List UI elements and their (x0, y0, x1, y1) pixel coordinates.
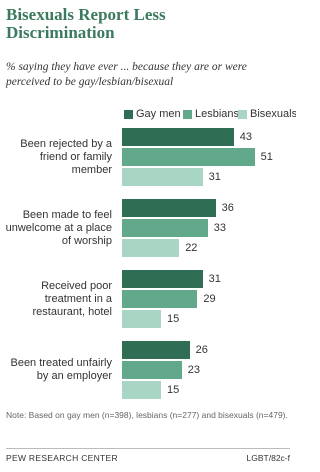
bar (122, 168, 203, 186)
bar (122, 310, 161, 328)
bar (122, 381, 161, 399)
category-label: Been rejected by a friend or family memb… (20, 137, 112, 176)
bar (122, 148, 255, 166)
data-label: 36 (221, 202, 234, 214)
chart: Bisexuals Report Less Discrimination % s… (5, 5, 296, 463)
data-label: 31 (208, 171, 221, 183)
legend-swatch (238, 110, 247, 119)
bar (122, 199, 216, 217)
source: PEW RESEARCH CENTER (6, 453, 118, 463)
bar (122, 290, 198, 308)
data-label: 23 (187, 364, 201, 376)
bar (122, 219, 208, 237)
bar (122, 270, 203, 288)
chart-title: Bisexuals Report Less Discrimination (6, 5, 166, 42)
data-label: 31 (208, 273, 221, 285)
bar (122, 361, 182, 379)
code: LGBT/82c-f (246, 453, 290, 463)
legend-label: Bisexuals (250, 108, 296, 120)
data-label: 29 (203, 293, 216, 305)
data-label: 22 (185, 242, 198, 254)
legend-label: Gay men (136, 108, 181, 120)
bar (122, 128, 234, 146)
category-label: Been made to feel unwelcome at a place o… (5, 208, 112, 247)
bar (122, 239, 180, 257)
data-label: 26 (195, 344, 208, 356)
category-label: Been treated unfairly by an employer (10, 357, 112, 382)
note: Note: Based on gay men (n=398), lesbians… (6, 410, 288, 420)
data-label: 51 (260, 151, 273, 163)
legend-label: Lesbians (195, 108, 240, 120)
legend-swatch (183, 110, 192, 119)
data-label: 15 (167, 384, 180, 396)
data-label: 33 (213, 222, 227, 234)
bar (122, 341, 190, 359)
category-label: Received poor treatment in a restaurant,… (32, 279, 113, 318)
chart-subtitle: % saying they have ever ... because they… (6, 61, 247, 88)
data-label: 43 (239, 131, 253, 143)
data-label: 15 (167, 313, 180, 325)
legend-swatch (124, 110, 133, 119)
divider (6, 448, 290, 449)
